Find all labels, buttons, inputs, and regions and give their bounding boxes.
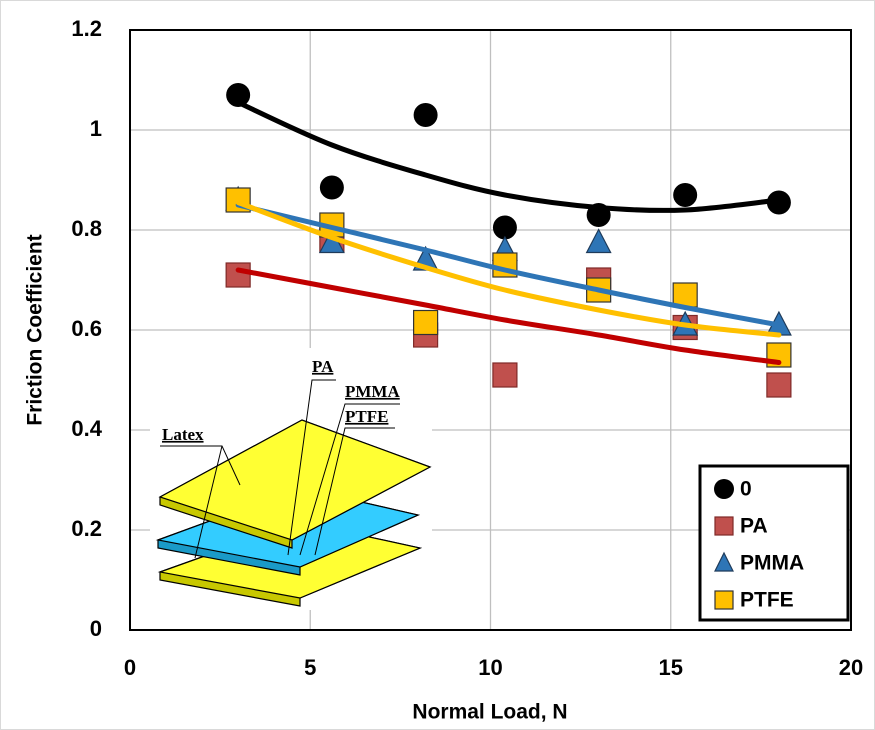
inset-label: PMMA — [345, 382, 400, 401]
marker-circle — [319, 175, 344, 200]
marker-circle — [413, 103, 438, 127]
legend-label: PTFE — [740, 589, 794, 612]
marker-square — [225, 262, 251, 288]
trend-line — [235, 100, 782, 213]
x-tick-label: 5 — [304, 655, 316, 680]
y-tick-label: 0.6 — [71, 316, 102, 341]
marker-circle — [226, 83, 251, 107]
marker-circle — [492, 215, 517, 240]
trend-line — [235, 200, 782, 338]
x-axis-title: Normal Load, N — [412, 701, 567, 724]
y-tick-label: 0.4 — [71, 416, 102, 441]
inset-label: Latex — [162, 425, 204, 444]
marker-square — [672, 282, 698, 308]
marker-square — [492, 362, 518, 388]
y-axis-title: Friction Coefficient — [24, 234, 47, 425]
leader-lines — [160, 379, 400, 559]
inset-label: PTFE — [345, 407, 388, 426]
trend-line — [235, 267, 782, 365]
inset-diagram: Latex PA PMMA PTFE — [155, 357, 432, 607]
plot — [225, 83, 792, 398]
legend-label: PMMA — [740, 552, 804, 575]
x-tick-label: 10 — [478, 655, 502, 680]
y-tick-label: 0.2 — [71, 516, 102, 541]
legend-items: 0 PA PMMA PTFE — [714, 478, 804, 612]
y-tick-label: 1 — [90, 116, 102, 141]
x-tick-label: 20 — [839, 655, 863, 680]
marker-triangle — [714, 551, 734, 572]
marker-square — [714, 516, 734, 536]
y-tick-label: 0.8 — [71, 216, 102, 241]
marker-square — [413, 309, 439, 336]
inset-label: PA — [312, 357, 334, 376]
legend-label: 0 — [740, 478, 752, 501]
marker-square — [766, 372, 792, 398]
y-tick-label: 1.2 — [71, 16, 102, 41]
marker-circle — [714, 479, 734, 499]
marker-circle — [673, 183, 698, 207]
x-tick-label: 0 — [124, 655, 136, 680]
y-tick-label: 0 — [90, 616, 102, 641]
marker-triangle — [585, 228, 612, 254]
legend-label: PA — [740, 515, 768, 538]
x-tick-label: 15 — [659, 655, 683, 680]
marker-square — [714, 590, 734, 610]
plot-border — [129, 29, 852, 631]
trend-line — [235, 202, 782, 328]
top-sheet — [158, 419, 432, 541]
